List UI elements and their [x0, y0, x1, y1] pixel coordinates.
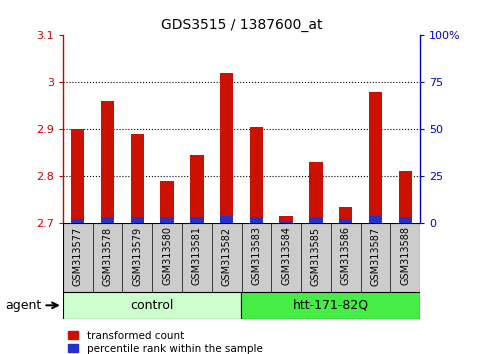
Bar	[190, 217, 203, 223]
Bar	[250, 127, 263, 223]
Text: GSM313577: GSM313577	[72, 227, 83, 286]
Bar	[130, 217, 144, 223]
Text: GSM313579: GSM313579	[132, 227, 142, 286]
Bar	[309, 217, 323, 223]
Text: GSM313581: GSM313581	[192, 227, 202, 285]
Bar	[71, 129, 85, 223]
Bar	[160, 217, 174, 223]
Bar	[369, 92, 382, 223]
Bar	[250, 217, 263, 223]
Bar	[63, 292, 242, 319]
Bar	[280, 222, 293, 223]
Text: GSM313584: GSM313584	[281, 227, 291, 285]
Bar	[398, 217, 412, 223]
Text: GSM313580: GSM313580	[162, 227, 172, 285]
Text: control: control	[130, 299, 174, 312]
Text: GSM313585: GSM313585	[311, 227, 321, 286]
Text: GSM313587: GSM313587	[370, 227, 381, 286]
Bar	[242, 292, 420, 319]
Bar	[190, 155, 203, 223]
Bar	[130, 134, 144, 223]
Bar	[398, 171, 412, 223]
Text: agent: agent	[5, 299, 41, 312]
Title: GDS3515 / 1387600_at: GDS3515 / 1387600_at	[161, 18, 322, 32]
Text: htt-171-82Q: htt-171-82Q	[293, 299, 369, 312]
Bar	[280, 216, 293, 223]
Bar	[71, 219, 85, 223]
Text: GSM313588: GSM313588	[400, 227, 411, 285]
Bar	[160, 181, 174, 223]
Bar	[309, 162, 323, 223]
Text: GSM313582: GSM313582	[222, 227, 232, 286]
Bar	[101, 101, 114, 223]
Text: GSM313583: GSM313583	[251, 227, 261, 285]
Bar	[220, 216, 233, 223]
Bar	[369, 216, 382, 223]
Bar	[101, 217, 114, 223]
Bar	[220, 73, 233, 223]
Legend: transformed count, percentile rank within the sample: transformed count, percentile rank withi…	[68, 331, 263, 354]
Bar	[339, 219, 353, 223]
Bar	[339, 207, 353, 223]
Text: GSM313578: GSM313578	[102, 227, 113, 286]
Text: GSM313586: GSM313586	[341, 227, 351, 285]
